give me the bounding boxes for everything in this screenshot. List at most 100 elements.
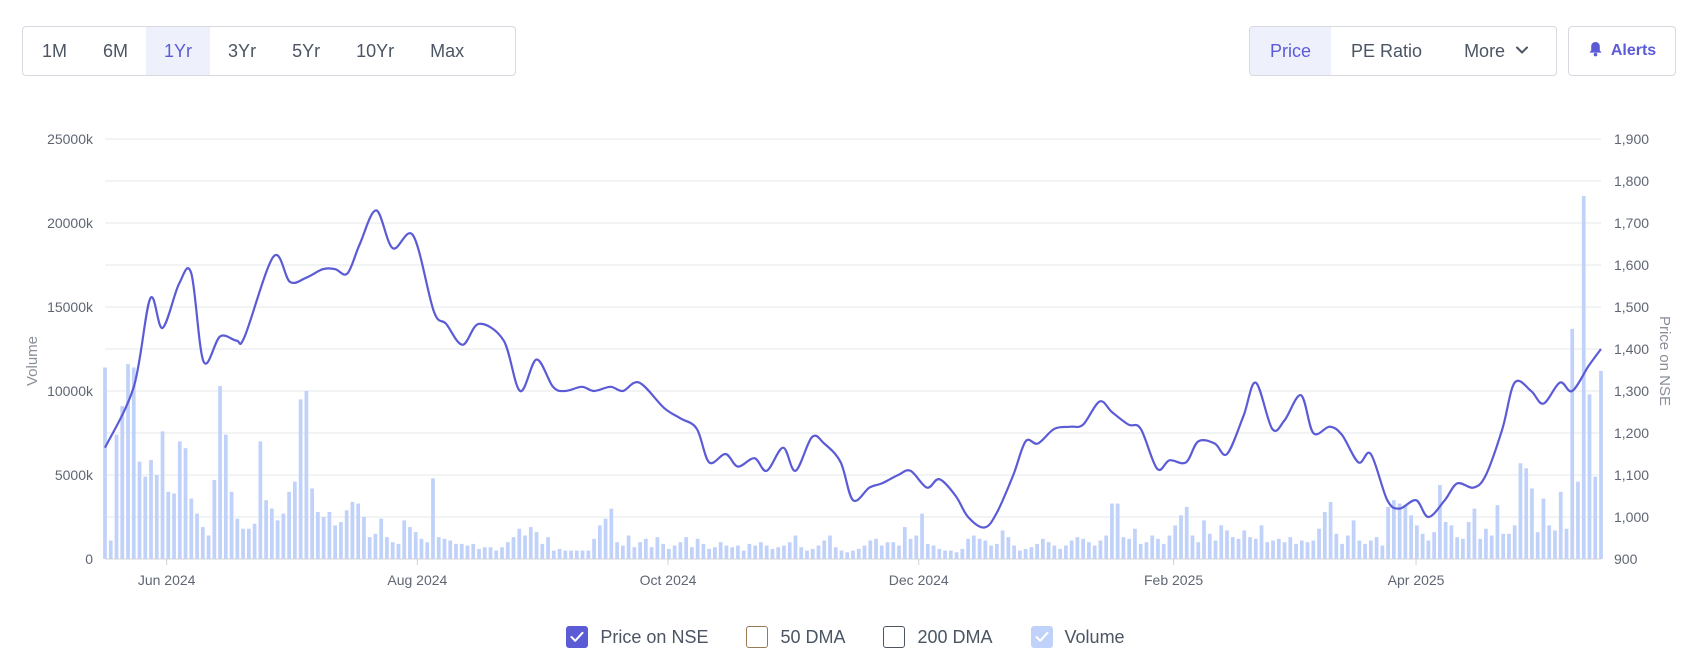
volume-bar <box>603 518 608 559</box>
volume-bar <box>373 533 378 559</box>
volume-bar <box>1242 530 1247 559</box>
volume-bar <box>937 548 942 559</box>
volume-bar <box>149 459 153 559</box>
volume-bar <box>425 542 430 559</box>
volume-bar <box>1305 542 1310 559</box>
volume-bar <box>1138 543 1143 559</box>
volume-bar <box>1403 505 1408 559</box>
volume-bar <box>943 550 947 559</box>
legend-200-dma[interactable]: 200 DMA <box>883 626 993 648</box>
volume-bar <box>517 528 522 559</box>
y-right-tick-label: 1,000 <box>1614 509 1649 525</box>
volume-bar <box>977 538 982 559</box>
volume-bar <box>1380 545 1385 559</box>
range-3yr-button[interactable]: 3Yr <box>228 40 257 61</box>
range-1yr-button[interactable]: 1Yr <box>146 27 211 75</box>
volume-bar <box>954 552 959 559</box>
volume-bar <box>500 547 504 559</box>
legend-price[interactable]: Price on NSE <box>566 626 708 648</box>
time-range-selector: 1M 6M 1Yr 3Yr 5Yr 10Yr Max <box>22 26 516 76</box>
legend-volume[interactable]: Volume <box>1030 626 1125 648</box>
volume-bar <box>229 491 234 559</box>
volume-bar <box>782 545 786 559</box>
volume-bar <box>994 543 999 559</box>
y-right-tick-label: 900 <box>1614 551 1638 567</box>
volume-bar <box>897 545 901 559</box>
volume-bar <box>327 511 332 559</box>
volume-bar <box>367 537 372 559</box>
volume-bar <box>131 367 136 559</box>
volume-bar <box>200 527 205 559</box>
price-line-layer <box>104 209 1602 529</box>
volume-bar <box>1046 542 1051 559</box>
y-right-tick-label: 1,100 <box>1614 467 1649 483</box>
legend-50-dma[interactable]: 50 DMA <box>746 626 845 648</box>
range-6m-button[interactable]: 6M <box>103 40 129 61</box>
volume-bar <box>1161 543 1166 559</box>
volume-bar <box>1587 394 1592 559</box>
volume-bar <box>546 537 550 559</box>
range-1m-button[interactable]: 1M <box>42 40 68 61</box>
range-5yr-button[interactable]: 5Yr <box>292 40 321 61</box>
y-right-tick-label: 1,900 <box>1614 131 1649 147</box>
volume-bar <box>1386 506 1390 559</box>
volume-bar <box>1455 537 1460 559</box>
volume-bar <box>154 475 159 559</box>
volume-bar <box>321 517 326 559</box>
y-right-tick-label: 1,600 <box>1614 257 1649 273</box>
range-10yr-button[interactable]: 10Yr <box>356 40 395 61</box>
volume-bar <box>730 547 735 559</box>
volume-bar <box>1127 538 1132 559</box>
volume-bar <box>206 535 211 559</box>
volume-bar <box>989 545 993 559</box>
volume-bar <box>828 535 832 559</box>
volume-bar <box>252 523 257 559</box>
volume-bar <box>1391 500 1396 559</box>
volume-bar <box>661 543 665 559</box>
volume-bar <box>1432 532 1437 559</box>
volume-bar <box>1374 537 1379 559</box>
volume-bar <box>160 431 165 559</box>
check-icon <box>566 626 589 648</box>
volume-bar <box>759 542 763 559</box>
volume-bar <box>1541 498 1546 559</box>
metric-more-dropdown[interactable]: More <box>1442 27 1551 75</box>
volume-bar <box>764 545 769 559</box>
volume-bar <box>362 517 366 559</box>
volume-bar <box>333 525 338 559</box>
volume-bar <box>805 550 809 559</box>
y-right-axis-title: Price on NSE <box>1656 316 1673 406</box>
legend-volume-label: Volume <box>1064 626 1125 647</box>
volume-bar <box>948 550 953 559</box>
volume-bar <box>1340 543 1344 559</box>
volume-bar <box>833 547 838 559</box>
volume-bar <box>569 550 573 559</box>
volume-bar <box>885 542 890 559</box>
volume-bar <box>1564 528 1569 559</box>
volume-bar <box>471 543 476 559</box>
x-tick-label: Apr 2025 <box>1388 572 1445 588</box>
volume-bar <box>1121 537 1126 559</box>
volume-bar <box>1098 540 1103 559</box>
volume-bar <box>482 547 487 559</box>
metric-price-button[interactable]: Price <box>1250 27 1332 75</box>
legend-price-label: Price on NSE <box>600 626 709 647</box>
volume-bar <box>1317 528 1321 559</box>
volume-bar <box>1202 520 1206 559</box>
volume-bar <box>103 367 107 559</box>
volume-bar <box>1397 503 1402 559</box>
volume-bar <box>1351 520 1356 559</box>
volume-bar <box>551 550 556 559</box>
volume-bar <box>793 535 798 559</box>
metric-pe-ratio-button[interactable]: PE Ratio <box>1351 40 1423 61</box>
volume-bar <box>1472 508 1477 559</box>
range-max-button[interactable]: Max <box>430 40 465 61</box>
price-line <box>104 209 1602 529</box>
volume-bar <box>1156 538 1160 559</box>
volume-bar <box>620 545 625 559</box>
volume-bar <box>1110 503 1114 559</box>
alerts-button[interactable]: Alerts <box>1568 26 1676 76</box>
volume-bar <box>275 520 280 559</box>
volume-bar <box>488 547 493 559</box>
volume-bar <box>862 545 867 559</box>
